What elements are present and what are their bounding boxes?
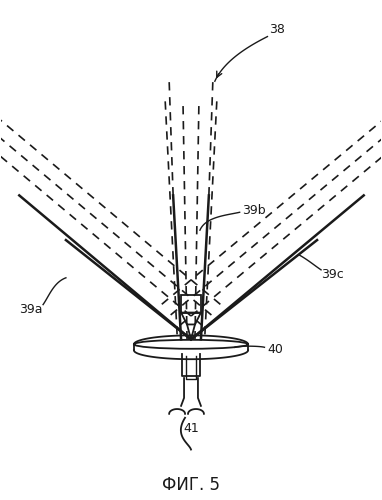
Text: 39a: 39a — [19, 303, 43, 316]
Text: 39b: 39b — [242, 204, 265, 217]
Text: 39c: 39c — [321, 268, 344, 281]
Text: ФИГ. 5: ФИГ. 5 — [162, 476, 220, 494]
Text: 41: 41 — [183, 422, 199, 435]
Bar — [181, 294, 201, 312]
Text: 40: 40 — [267, 343, 283, 356]
Text: 38: 38 — [269, 23, 285, 36]
